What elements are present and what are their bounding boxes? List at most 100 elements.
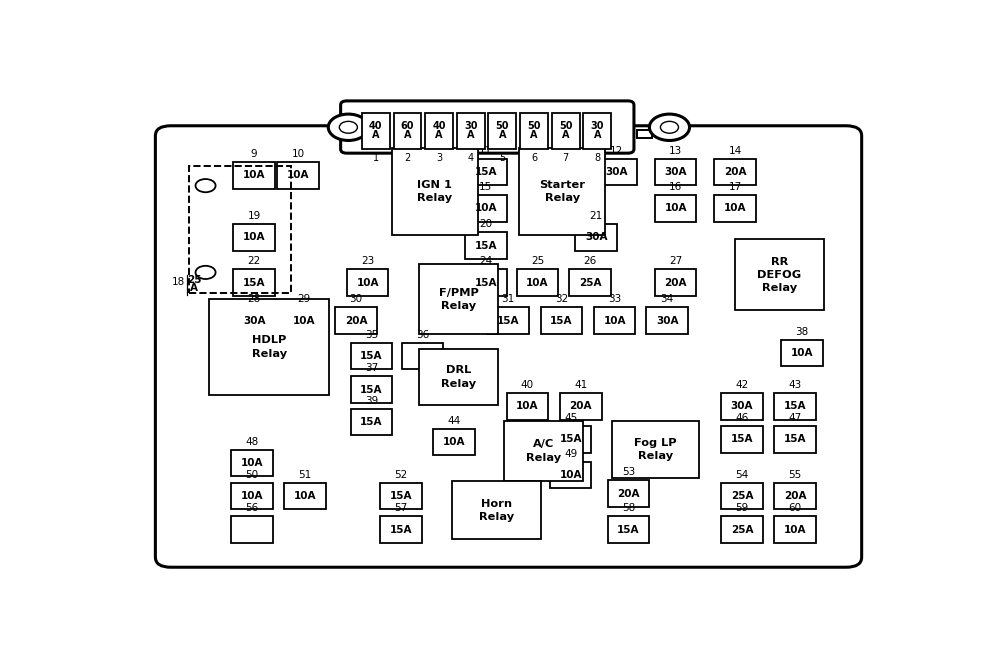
Text: 22: 22 — [248, 256, 261, 266]
Text: 37: 37 — [365, 363, 378, 373]
Text: 10A: 10A — [526, 277, 549, 287]
Bar — [284, 483, 326, 509]
Text: 47: 47 — [789, 413, 802, 423]
Bar — [380, 483, 421, 509]
Bar — [277, 162, 319, 188]
Text: 52: 52 — [394, 470, 407, 480]
Text: 13: 13 — [669, 146, 682, 156]
Bar — [550, 462, 592, 488]
Text: 58: 58 — [622, 503, 635, 513]
Text: 50: 50 — [245, 470, 258, 480]
Bar — [233, 224, 275, 250]
Text: 30
A: 30 A — [591, 121, 604, 140]
Text: 53: 53 — [622, 467, 635, 477]
Text: 4: 4 — [468, 154, 474, 163]
Text: 10A: 10A — [443, 437, 465, 447]
Bar — [233, 162, 275, 188]
Bar — [721, 483, 763, 509]
Text: Starter
Relay: Starter Relay — [539, 180, 586, 203]
Text: 10A: 10A — [357, 277, 378, 287]
Text: 15A: 15A — [784, 434, 807, 444]
Text: 30A: 30A — [656, 316, 678, 326]
Bar — [576, 224, 617, 250]
Text: 15A: 15A — [389, 525, 412, 534]
Text: Horn
Relay: Horn Relay — [479, 499, 514, 522]
Bar — [380, 517, 421, 543]
Bar — [721, 426, 763, 453]
Text: 50
A: 50 A — [527, 121, 541, 140]
Text: 30A: 30A — [585, 233, 608, 243]
Bar — [714, 159, 756, 185]
Text: A: A — [190, 283, 198, 293]
Bar — [465, 233, 507, 259]
Text: 30: 30 — [350, 295, 363, 304]
Text: 10A: 10A — [241, 458, 263, 468]
Text: 15A: 15A — [560, 434, 582, 444]
Text: 41: 41 — [574, 380, 588, 390]
Circle shape — [329, 114, 369, 140]
Bar — [457, 113, 485, 149]
Text: 45: 45 — [564, 413, 578, 423]
Text: 25A: 25A — [579, 277, 602, 287]
Bar — [608, 480, 649, 507]
Text: 33: 33 — [608, 295, 622, 304]
Text: IGN 1
Relay: IGN 1 Relay — [417, 180, 452, 203]
Text: 59: 59 — [735, 503, 749, 513]
Bar — [569, 270, 611, 296]
Text: 5: 5 — [499, 154, 506, 163]
Text: A/C
Relay: A/C Relay — [526, 440, 561, 463]
Text: 32: 32 — [555, 295, 568, 304]
Text: 29: 29 — [297, 295, 310, 304]
Bar — [425, 113, 453, 149]
Text: 60: 60 — [789, 503, 802, 513]
Bar — [209, 299, 329, 395]
Bar — [552, 113, 580, 149]
Text: 24: 24 — [479, 256, 492, 266]
Bar — [775, 393, 816, 420]
Text: 49: 49 — [564, 449, 578, 459]
Text: 15A: 15A — [497, 316, 519, 326]
Text: F/PMP
Relay: F/PMP Relay — [439, 288, 479, 311]
Text: 11: 11 — [479, 146, 492, 156]
Bar — [362, 113, 389, 149]
Bar — [419, 264, 498, 334]
Text: DRL
Relay: DRL Relay — [441, 365, 476, 389]
Text: 10A: 10A — [293, 316, 315, 326]
Circle shape — [195, 179, 215, 192]
Bar — [231, 517, 273, 543]
Text: 10A: 10A — [474, 204, 497, 214]
Bar — [351, 376, 392, 403]
Text: 50
A: 50 A — [559, 121, 573, 140]
Text: 15A: 15A — [731, 434, 753, 444]
Bar — [233, 307, 275, 334]
Text: 10A: 10A — [243, 171, 265, 181]
Text: 30A: 30A — [243, 316, 265, 326]
Text: 35: 35 — [365, 330, 378, 340]
Text: 10A: 10A — [560, 470, 582, 480]
Bar — [721, 517, 763, 543]
Text: 26: 26 — [584, 256, 597, 266]
Text: 10A: 10A — [724, 204, 746, 214]
Text: 46: 46 — [735, 413, 749, 423]
Text: 57: 57 — [394, 503, 407, 513]
Text: 16: 16 — [669, 182, 682, 192]
Circle shape — [340, 121, 358, 133]
Text: 15A: 15A — [361, 385, 382, 395]
Text: 10A: 10A — [294, 491, 317, 501]
Text: 12: 12 — [610, 146, 622, 156]
Bar — [721, 393, 763, 420]
Text: 28: 28 — [248, 295, 261, 304]
Bar — [433, 429, 475, 455]
FancyBboxPatch shape — [155, 126, 862, 567]
Text: 10A: 10A — [664, 204, 687, 214]
Text: 15A: 15A — [474, 241, 497, 250]
Bar — [391, 148, 478, 235]
Bar — [364, 130, 379, 138]
Bar — [336, 307, 376, 334]
Bar — [231, 450, 273, 476]
Bar — [550, 426, 592, 453]
Text: 15A: 15A — [361, 351, 382, 361]
Bar — [646, 307, 688, 334]
Bar — [465, 159, 507, 185]
Text: 30A: 30A — [605, 167, 627, 177]
